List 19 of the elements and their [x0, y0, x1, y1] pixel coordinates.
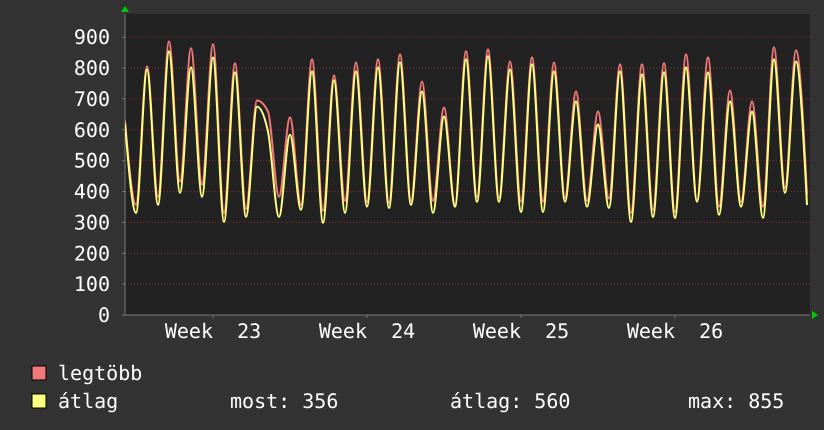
y-tick-label: 0 [98, 303, 110, 327]
y-tick-label: 700 [74, 86, 110, 111]
x-tick-label: Week 23 [164, 319, 262, 343]
x-tick-label: Week 25 [472, 319, 570, 343]
text: max: 855 [688, 389, 784, 413]
y-tick-label: 100 [74, 272, 110, 296]
legend-label: átlag [58, 389, 118, 413]
x-tick-label: Week 24 [318, 319, 416, 343]
y-tick-label: 500 [74, 148, 110, 173]
y-tick-label: 200 [74, 241, 110, 266]
y-tick-label: 600 [74, 118, 110, 142]
y-tick-label: 300 [74, 210, 110, 234]
text: átlag: 560 [450, 389, 570, 413]
x-tick-label: Week 26 [626, 319, 724, 343]
y-tick-label: 900 [74, 25, 110, 50]
y-tick-label: 400 [74, 180, 110, 204]
y-tick-label: 800 [74, 56, 110, 80]
legend-label: legtöbb [58, 361, 142, 385]
text: most: 356 [230, 389, 338, 413]
